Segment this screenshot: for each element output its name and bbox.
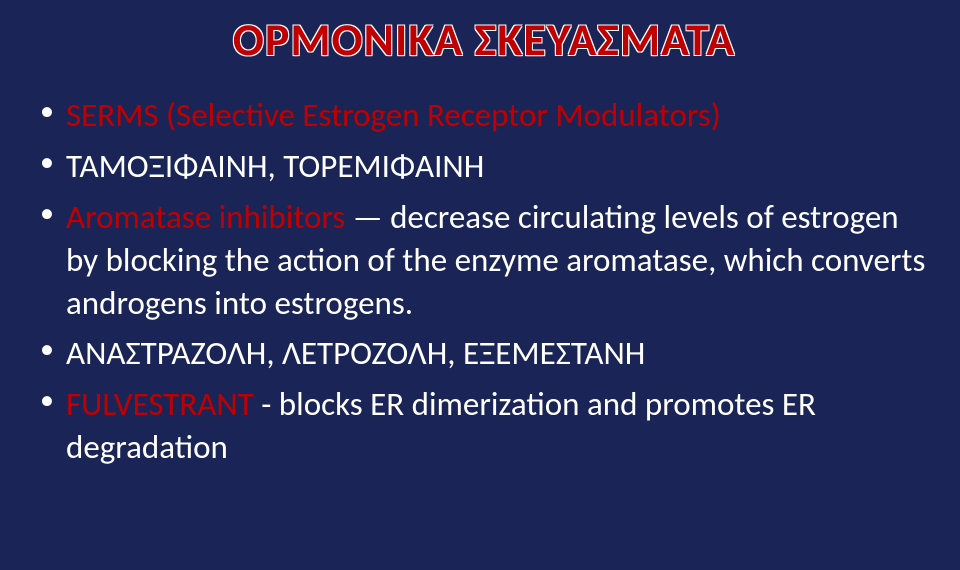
bullet-list: SERMS (Selective Estrogen Receptor Modul… bbox=[36, 94, 932, 469]
text-span: FULVESTRANT bbox=[66, 384, 254, 424]
list-item: FULVESTRANT - blocks ER dimerization and… bbox=[36, 383, 932, 469]
list-item: ΑΝΑΣΤΡΑΖΟΛΗ, ΛΕΤΡΟΖΟΛΗ, ΕΞΕΜΕΣΤΑΝΗ bbox=[36, 332, 932, 375]
text-span: ΑΝΑΣΤΡΑΖΟΛΗ, ΛΕΤΡΟΖΟΛΗ, ΕΞΕΜΕΣΤΑΝΗ bbox=[66, 333, 645, 373]
list-item: Aromatase inhibitors — decrease circulat… bbox=[36, 196, 932, 325]
bullet-3: ΑΝΑΣΤΡΑΖΟΛΗ, ΛΕΤΡΟΖΟΛΗ, ΕΞΕΜΕΣΤΑΝΗ bbox=[66, 332, 932, 375]
bullet-0: SERMS (Selective Estrogen Receptor Modul… bbox=[66, 94, 932, 137]
list-item: SERMS (Selective Estrogen Receptor Modul… bbox=[36, 94, 932, 137]
list-item: ΤΑΜΟΞΙΦΑΙΝΗ, ΤΟΡΕΜΙΦΑΙΝΗ bbox=[36, 145, 932, 188]
slide: ΟΡΜΟΝΙΚΑ ΣΚΕΥΑΣΜΑΤΑ SERMS (Selective Est… bbox=[0, 0, 960, 570]
bullet-1: ΤΑΜΟΞΙΦΑΙΝΗ, ΤΟΡΕΜΙΦΑΙΝΗ bbox=[66, 145, 932, 188]
bullet-4: FULVESTRANT - blocks ER dimerization and… bbox=[66, 383, 932, 469]
bullet-2: Aromatase inhibitors — decrease circulat… bbox=[66, 196, 932, 325]
text-span: Aromatase inhibitors bbox=[66, 197, 345, 237]
slide-title: ΟΡΜΟΝΙΚΑ ΣΚΕΥΑΣΜΑΤΑ bbox=[36, 12, 932, 68]
text-span: ΤΑΜΟΞΙΦΑΙΝΗ, ΤΟΡΕΜΙΦΑΙΝΗ bbox=[66, 146, 484, 186]
text-span: SERMS (Selective Estrogen Receptor Modul… bbox=[66, 95, 721, 135]
